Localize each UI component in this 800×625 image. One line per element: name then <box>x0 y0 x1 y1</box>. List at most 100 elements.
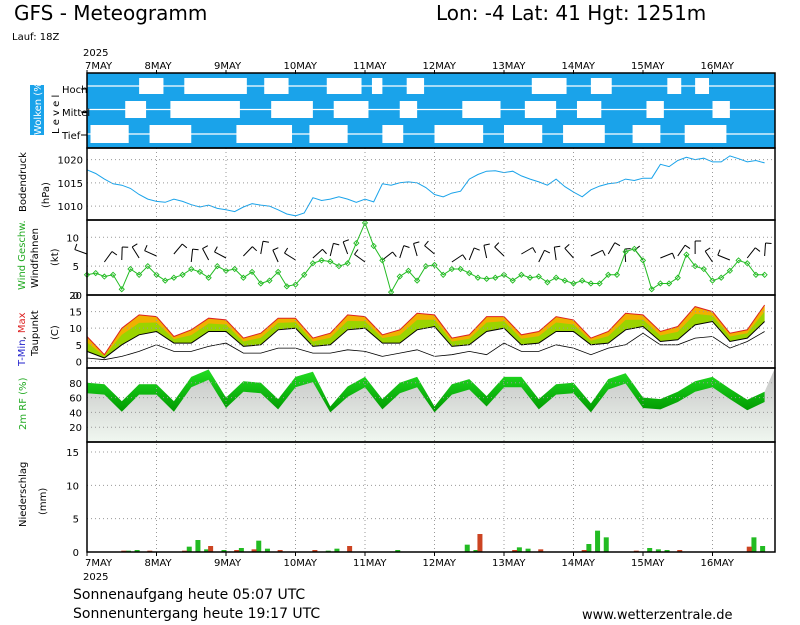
model-run-label: Lauf: 18Z <box>12 32 60 43</box>
precipitation-bar-conv <box>751 537 757 552</box>
wind-tick-label: 0 <box>73 291 79 302</box>
date-label-bottom: 10MAY <box>284 558 318 569</box>
wind-barb <box>553 247 557 261</box>
precipitation-bar-large <box>312 550 318 552</box>
precipitation-tick-label: 0 <box>73 548 79 559</box>
cloud-level-label: Mittel <box>62 108 90 119</box>
wind-speed-point <box>691 263 699 270</box>
wind-barbs-ylabel: Windfahnen <box>30 228 41 288</box>
pressure-tick-label: 1015 <box>58 179 83 190</box>
humidity-ylabel: 2m RF (%) <box>18 377 29 430</box>
wind-speed-point <box>222 267 230 274</box>
date-label-top: 13MAY <box>492 61 526 72</box>
date-label-bottom: 7MAY <box>85 558 113 569</box>
wind-speed-point <box>266 277 273 284</box>
wind-barb <box>704 250 713 263</box>
wind-speed-point <box>292 281 299 288</box>
wind-speed-point <box>535 273 542 280</box>
wind-barb-flag <box>413 241 420 244</box>
temperature-warm-area <box>87 305 765 357</box>
wind-speed-point <box>587 280 595 287</box>
wind-barb-flag <box>272 247 279 251</box>
wind-barb-flag <box>544 249 551 254</box>
wind-tick-label: 5 <box>73 262 79 273</box>
wind-speed-point <box>683 251 690 258</box>
wind-barb <box>521 247 533 255</box>
location-info: Lon: -4 Lat: 41 Hgt: 1251m <box>436 1 707 25</box>
wind-speed-point <box>405 267 412 274</box>
date-label-top: 10MAY <box>284 61 318 72</box>
wind-barb-flag <box>262 240 270 243</box>
wind-barb <box>284 252 296 261</box>
wind-barb <box>329 243 334 257</box>
date-label-top: 8MAY <box>145 61 173 72</box>
precipitation-bar-large <box>581 550 587 552</box>
wind-barb <box>260 241 264 255</box>
dewpoint-line <box>86 331 765 361</box>
wind-speed-point <box>648 286 655 293</box>
wind-barb-flag <box>252 246 258 252</box>
wind-barb-flag <box>214 246 218 253</box>
temperature-tick-label: 5 <box>76 341 82 352</box>
wind-speed-point <box>613 271 621 278</box>
date-label-top: 7MAY <box>85 61 113 72</box>
page-title: GFS - Meteogramm <box>14 1 208 25</box>
wind-barb <box>590 249 603 257</box>
precipitation-bar-conv <box>647 548 653 552</box>
precipitation-bar-large <box>277 550 283 552</box>
wind-barb-flag <box>131 243 138 248</box>
wind-speed-point <box>735 257 742 264</box>
precipitation-bar-large <box>512 550 518 552</box>
year-label-bottom: 2025 <box>83 572 108 583</box>
wind-barb <box>494 246 505 257</box>
wind-speed-point <box>544 279 551 286</box>
wind-speed-point <box>335 263 343 270</box>
wind-speed-point <box>257 280 264 287</box>
wind-barb <box>538 250 545 263</box>
pressure-tick-label: 1010 <box>58 202 83 213</box>
wind-speed-point <box>561 277 568 284</box>
wind-speed-point <box>92 269 99 277</box>
wind-speed-point <box>170 274 178 281</box>
date-label-bottom: 16MAY <box>701 558 735 569</box>
wind-barb <box>468 247 475 261</box>
wind-barb-flag <box>671 252 676 259</box>
wind-barb <box>342 241 349 255</box>
precipitation-bar-conv <box>395 550 401 552</box>
wind-speed-point <box>492 274 499 281</box>
precipitation-bar-conv <box>134 550 140 552</box>
precipitation-bar-conv <box>586 544 592 552</box>
precipitation-bar-conv <box>186 546 192 552</box>
wind-speed-point <box>248 268 256 276</box>
wind-speed-point <box>118 286 125 293</box>
temperature-tick-label: 10 <box>69 324 82 335</box>
wind-barb <box>202 248 210 261</box>
precipitation-bar-conv <box>334 548 340 552</box>
wind-barb <box>764 242 767 257</box>
wind-speed-point <box>570 280 577 287</box>
wind-speed-point <box>448 265 456 273</box>
date-label-bottom: 12MAY <box>423 558 457 569</box>
wind-barb <box>413 243 418 257</box>
wind-barbs <box>74 239 772 263</box>
tmax-line <box>86 304 766 356</box>
wind-speed-point <box>144 263 151 270</box>
wind-barb <box>746 247 756 259</box>
wind-barb-flag <box>74 243 78 250</box>
wind-speed-point <box>301 271 308 278</box>
wind-speed-point <box>283 283 290 290</box>
wind-speed-point <box>622 248 629 255</box>
sunset-label: Sonnenuntergang heute 19:17 UTC <box>73 606 321 622</box>
precipitation-bar-conv <box>603 537 609 552</box>
precipitation-bar-large <box>746 546 752 552</box>
wind-speed-point <box>361 219 369 227</box>
temperature-tick-label: 0 <box>76 357 82 368</box>
wind-barb-flag <box>424 240 429 246</box>
wind-barb-flag <box>392 251 397 258</box>
precipitation-bar-conv <box>525 548 531 552</box>
cloud-ylabel: Wolken (%) <box>33 78 44 135</box>
wind-barb-flag <box>192 248 199 251</box>
wind-barb-flag <box>462 254 467 260</box>
wind-speed-point <box>631 245 638 252</box>
